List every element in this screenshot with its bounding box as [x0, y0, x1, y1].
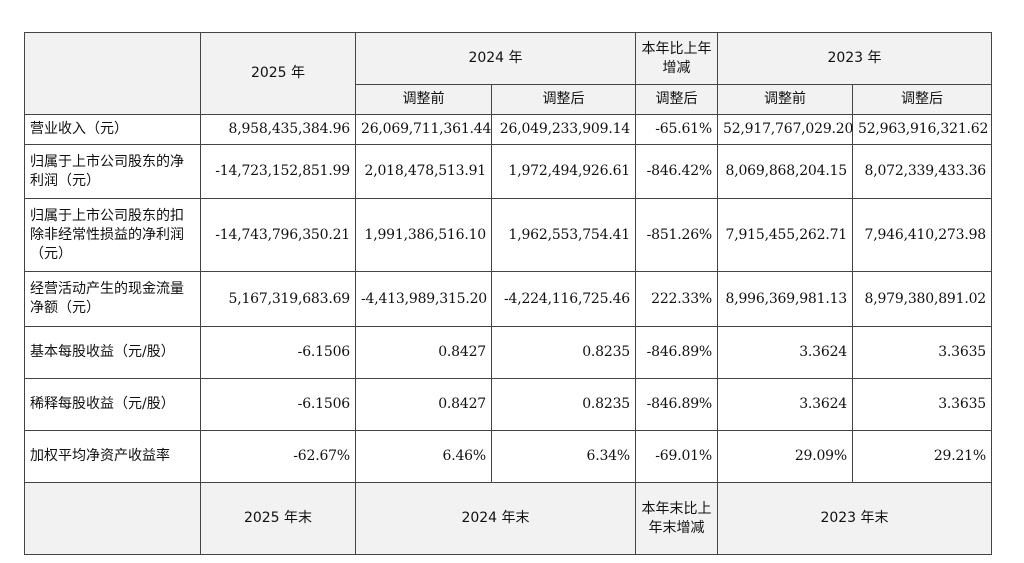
cell-2025: -6.1506	[200, 326, 356, 379]
cell-2024-before: 2,018,478,513.91	[355, 144, 492, 199]
cell-2025: -6.1506	[200, 378, 356, 431]
cell-2024-after: 1,962,553,754.41	[491, 198, 636, 272]
cell-2025: -14,723,152,851.99	[200, 144, 356, 199]
cell-2025: 5,167,319,683.69	[200, 271, 356, 327]
cell-2023-after: 52,963,916,321.62	[852, 114, 992, 145]
cell-2023-before: 29.09%	[717, 430, 853, 483]
footer-2025-end: 2025 年末	[200, 482, 356, 555]
table-row: 归属于上市公司股东的净利润（元） -14,723,152,851.99 2,01…	[24, 144, 992, 199]
cell-2023-after: 29.21%	[852, 430, 992, 483]
row-label: 加权平均净资产收益率	[24, 430, 201, 483]
cell-2024-after: 26,049,233,909.14	[491, 114, 636, 145]
row-label: 归属于上市公司股东的净利润（元）	[24, 144, 201, 199]
cell-2023-after: 3.3635	[852, 326, 992, 379]
cell-2024-before: 0.8427	[355, 326, 492, 379]
header-2023: 2023 年	[717, 32, 992, 85]
header-corner-cell	[24, 32, 201, 115]
cell-2024-before: 26,069,711,361.44	[355, 114, 492, 145]
cell-change: -846.89%	[635, 378, 718, 431]
cell-2024-after: 0.8235	[491, 326, 636, 379]
cell-change: -65.61%	[635, 114, 718, 145]
table-row: 归属于上市公司股东的扣除非经常性损益的净利润（元） -14,743,796,35…	[24, 198, 992, 272]
cell-2023-after: 3.3635	[852, 378, 992, 431]
cell-2023-after: 8,979,380,891.02	[852, 271, 992, 327]
row-label: 归属于上市公司股东的扣除非经常性损益的净利润（元）	[24, 198, 201, 272]
table-row: 经营活动产生的现金流量净额（元） 5,167,319,683.69 -4,413…	[24, 271, 992, 327]
row-label: 稀释每股收益（元/股）	[24, 378, 201, 431]
footer-row: 2025 年末 2024 年末 本年末比上年末增减 2023 年末	[24, 482, 992, 555]
cell-change: -846.89%	[635, 326, 718, 379]
header-2025: 2025 年	[200, 32, 356, 115]
cell-2023-before: 3.3624	[717, 326, 853, 379]
header-change-after: 调整后	[635, 84, 718, 115]
cell-2024-after: 0.8235	[491, 378, 636, 431]
cell-2023-after: 7,946,410,273.98	[852, 198, 992, 272]
financial-table: 2025 年 2024 年 本年比上年增减 2023 年 调整前 调整后 调整后…	[24, 32, 992, 555]
cell-2024-before: -4,413,989,315.20	[355, 271, 492, 327]
header-2024-after: 调整后	[491, 84, 636, 115]
cell-2024-after: 6.34%	[491, 430, 636, 483]
cell-2023-before: 7,915,455,262.71	[717, 198, 853, 272]
row-label: 经营活动产生的现金流量净额（元）	[24, 271, 201, 327]
table-row: 营业收入（元） 8,958,435,384.96 26,069,711,361.…	[24, 114, 992, 145]
cell-2023-before: 8,069,868,204.15	[717, 144, 853, 199]
cell-2024-before: 1,991,386,516.10	[355, 198, 492, 272]
table-row: 基本每股收益（元/股） -6.1506 0.8427 0.8235 -846.8…	[24, 326, 992, 379]
row-label: 基本每股收益（元/股）	[24, 326, 201, 379]
footer-2024-end: 2024 年末	[355, 482, 636, 555]
row-label: 营业收入（元）	[24, 114, 201, 145]
header-change: 本年比上年增减	[635, 32, 718, 85]
header-2024: 2024 年	[355, 32, 636, 85]
cell-2024-after: 1,972,494,926.61	[491, 144, 636, 199]
header-2023-after: 调整后	[852, 84, 992, 115]
cell-2023-after: 8,072,339,433.36	[852, 144, 992, 199]
cell-2025: -14,743,796,350.21	[200, 198, 356, 272]
footer-2023-end: 2023 年末	[717, 482, 992, 555]
table-row: 稀释每股收益（元/股） -6.1506 0.8427 0.8235 -846.8…	[24, 378, 992, 431]
cell-2023-before: 8,996,369,981.13	[717, 271, 853, 327]
header-2023-before: 调整前	[717, 84, 853, 115]
table-row: 加权平均净资产收益率 -62.67% 6.46% 6.34% -69.01% 2…	[24, 430, 992, 483]
cell-change: -846.42%	[635, 144, 718, 199]
cell-2025: 8,958,435,384.96	[200, 114, 356, 145]
cell-2024-before: 0.8427	[355, 378, 492, 431]
cell-2024-after: -4,224,116,725.46	[491, 271, 636, 327]
cell-2025: -62.67%	[200, 430, 356, 483]
cell-change: 222.33%	[635, 271, 718, 327]
cell-change: -851.26%	[635, 198, 718, 272]
cell-change: -69.01%	[635, 430, 718, 483]
footer-corner-cell	[24, 482, 201, 555]
cell-2023-before: 3.3624	[717, 378, 853, 431]
header-2024-before: 调整前	[355, 84, 492, 115]
footer-change-end: 本年末比上年末增减	[635, 482, 718, 555]
cell-2023-before: 52,917,767,029.20	[717, 114, 853, 145]
cell-2024-before: 6.46%	[355, 430, 492, 483]
